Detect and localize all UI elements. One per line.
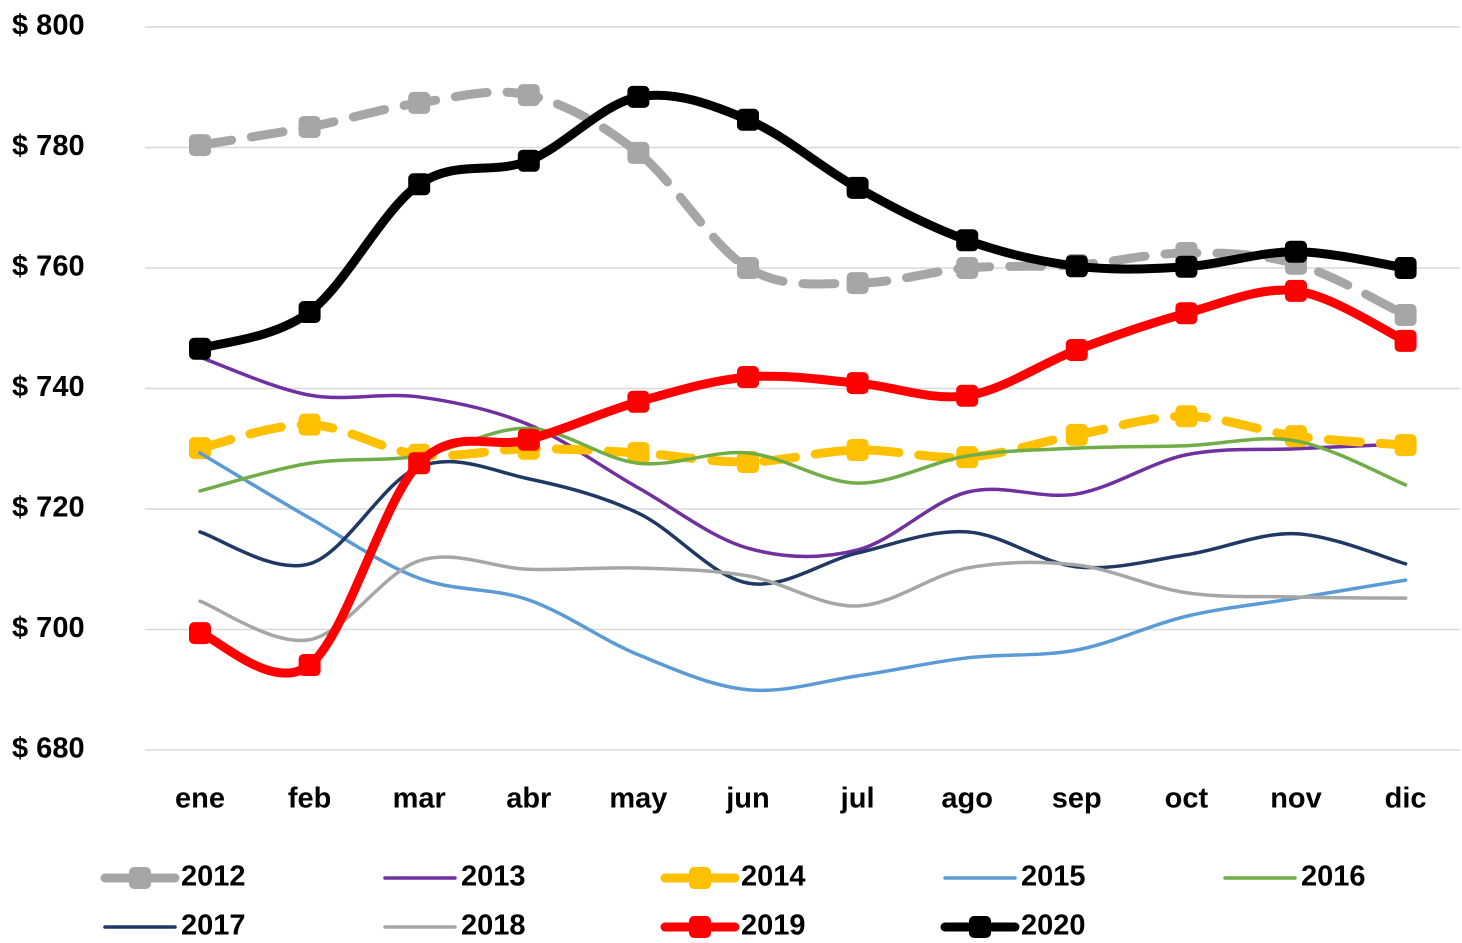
data-point (627, 390, 650, 413)
data-point (189, 622, 211, 645)
data-point (737, 366, 759, 389)
x-tick-label: oct (1165, 783, 1209, 815)
legend-label: 2016 (1301, 861, 1366, 893)
x-tick-label: dic (1385, 783, 1427, 815)
data-point (956, 257, 979, 279)
data-point (1065, 423, 1088, 446)
y-tick-label: $ 800 (12, 10, 85, 42)
x-tick-label: ago (941, 783, 993, 815)
legend-label: 2018 (461, 910, 526, 942)
y-tick-label: $ 680 (12, 733, 85, 765)
data-point (517, 149, 540, 172)
data-point (1175, 302, 1198, 325)
data-point (956, 229, 979, 252)
data-point (627, 441, 650, 464)
data-point (1285, 279, 1307, 302)
x-tick-label: may (609, 783, 667, 815)
data-point (298, 654, 321, 677)
data-point (1065, 255, 1088, 278)
x-tick-label: mar (393, 783, 446, 815)
x-tick-label: abr (506, 783, 551, 815)
data-point (408, 452, 431, 475)
series-line (198, 355, 1408, 559)
series-line (198, 459, 1408, 586)
legend-label: 2017 (181, 910, 246, 942)
data-point (1285, 240, 1307, 263)
data-point (1394, 434, 1417, 457)
legend-label: 2020 (1021, 910, 1086, 942)
series-line (195, 87, 1411, 320)
x-tick-label: jul (840, 783, 875, 815)
legend-marker (689, 867, 711, 889)
legend-label: 2014 (741, 861, 806, 893)
legend-label: 2013 (461, 861, 526, 893)
y-tick-label: $ 780 (12, 130, 85, 162)
x-tick-label: feb (288, 783, 332, 815)
data-point (1394, 329, 1417, 352)
x-tick-label: ene (175, 783, 225, 815)
data-point (1065, 338, 1088, 361)
data-point (298, 413, 321, 436)
data-point (189, 437, 211, 460)
data-point (298, 116, 321, 139)
data-point (517, 428, 540, 451)
data-point (517, 84, 540, 107)
x-tick-label: sep (1052, 783, 1102, 815)
series-line (198, 555, 1408, 643)
series-line (195, 285, 1411, 678)
legend-label: 2012 (181, 861, 246, 893)
data-point (846, 176, 869, 199)
series-line (195, 411, 1411, 467)
data-point (298, 300, 321, 323)
y-tick-label: $ 720 (12, 492, 85, 524)
data-point (627, 141, 650, 164)
data-point (737, 108, 759, 131)
legend-marker (689, 916, 711, 938)
legend-label: 2015 (1021, 861, 1086, 893)
data-point (627, 85, 650, 108)
series-line (195, 90, 1411, 354)
data-point (408, 173, 431, 196)
data-point (1394, 257, 1417, 279)
data-point (846, 272, 869, 295)
data-point (189, 337, 211, 360)
data-point (408, 91, 431, 114)
data-point (737, 257, 759, 279)
x-tick-label: nov (1270, 783, 1322, 815)
y-tick-label: $ 740 (12, 371, 85, 403)
series-line (198, 451, 1408, 693)
data-point (846, 438, 869, 461)
legend-label: 2019 (741, 910, 806, 942)
data-point (189, 134, 211, 157)
legend-marker (969, 916, 991, 938)
y-tick-label: $ 760 (12, 251, 85, 283)
data-point (1175, 405, 1198, 428)
data-point (1394, 303, 1417, 326)
series-line (198, 426, 1408, 493)
data-point (846, 372, 869, 395)
x-tick-label: jun (725, 783, 770, 815)
legend-marker (129, 867, 151, 889)
data-point (1175, 255, 1198, 278)
data-point (956, 384, 979, 407)
y-tick-label: $ 700 (12, 612, 85, 644)
data-point (737, 451, 759, 474)
